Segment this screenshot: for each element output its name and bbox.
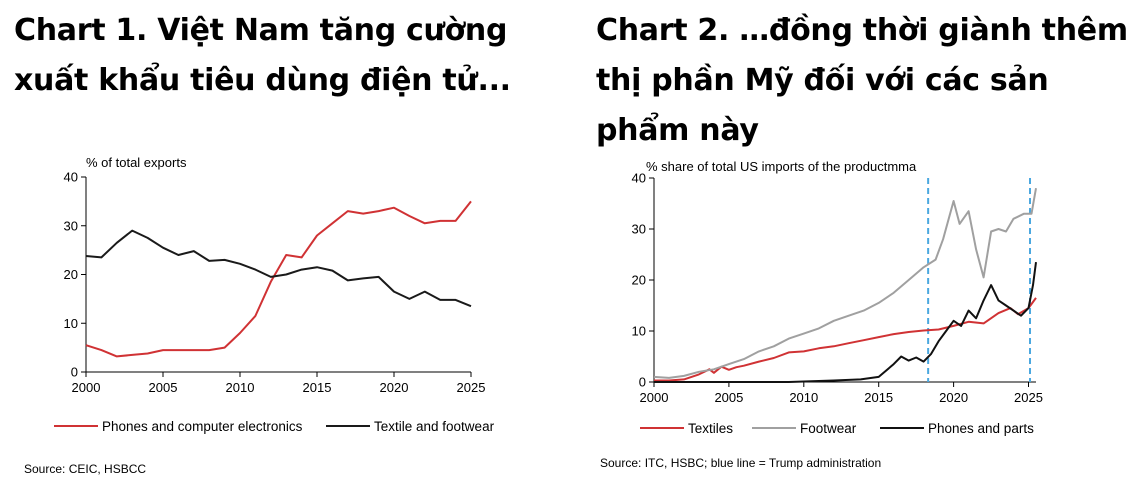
series-line-textile-and-footwear: [85, 229, 472, 308]
y-tick-label: 20: [64, 267, 78, 282]
series-line-footwear: [653, 188, 1037, 379]
chart2-y-unit-label: % share of total US imports of the produ…: [646, 159, 917, 174]
legend-label: Phones and computer electronics: [102, 419, 303, 434]
chart2-title: Chart 2. …đồng thời giành thêm thị phần …: [596, 13, 1128, 148]
series-line-textiles: [654, 297, 1037, 382]
chart1-source: Source: CEIC, HSBCC: [24, 462, 147, 476]
chart1: % of total exports 0 10 20 30 40 2000 2005 2010…: [54, 155, 495, 434]
y-tick-label: 30: [64, 218, 78, 233]
y-tick-label: 10: [632, 324, 646, 339]
x-tick-label: 2000: [640, 390, 669, 405]
series-line-phones-and-computer-electronics: [85, 200, 472, 358]
legend-label: Textiles: [688, 421, 733, 436]
y-tick-label: 0: [71, 365, 78, 380]
chart2-source: Source: ITC, HSBC; blue line = Trump adm…: [600, 456, 882, 470]
x-tick-label: 2005: [714, 390, 743, 405]
x-tick-label: 2015: [303, 380, 332, 395]
chart1-y-unit-label: % of total exports: [86, 155, 187, 170]
x-tick-label: 2025: [457, 380, 486, 395]
x-tick-label: 2015: [864, 390, 893, 405]
y-tick-label: 0: [639, 375, 646, 390]
x-tick-label: 2020: [380, 380, 409, 395]
y-tick-label: 10: [64, 316, 78, 331]
series-line-phones-and-parts: [654, 261, 1037, 383]
y-tick-label: 30: [632, 222, 646, 237]
x-tick-label: 2010: [226, 380, 255, 395]
x-tick-label: 2000: [72, 380, 101, 395]
x-tick-label: 2005: [149, 380, 178, 395]
y-tick-label: 20: [632, 273, 646, 288]
legend-label: Footwear: [800, 421, 857, 436]
legend-label: Textile and footwear: [374, 419, 495, 434]
y-tick-label: 40: [64, 170, 78, 185]
legend-label: Phones and parts: [928, 421, 1034, 436]
x-tick-label: 2025: [1014, 390, 1043, 405]
chart2: % share of total US imports of the produ…: [632, 159, 1043, 436]
x-tick-label: 2020: [939, 390, 968, 405]
chart1-title: Chart 1. Việt Nam tăng cường xuất khẩu t…: [14, 13, 511, 98]
x-tick-label: 2010: [789, 390, 818, 405]
y-tick-label: 40: [632, 171, 646, 186]
